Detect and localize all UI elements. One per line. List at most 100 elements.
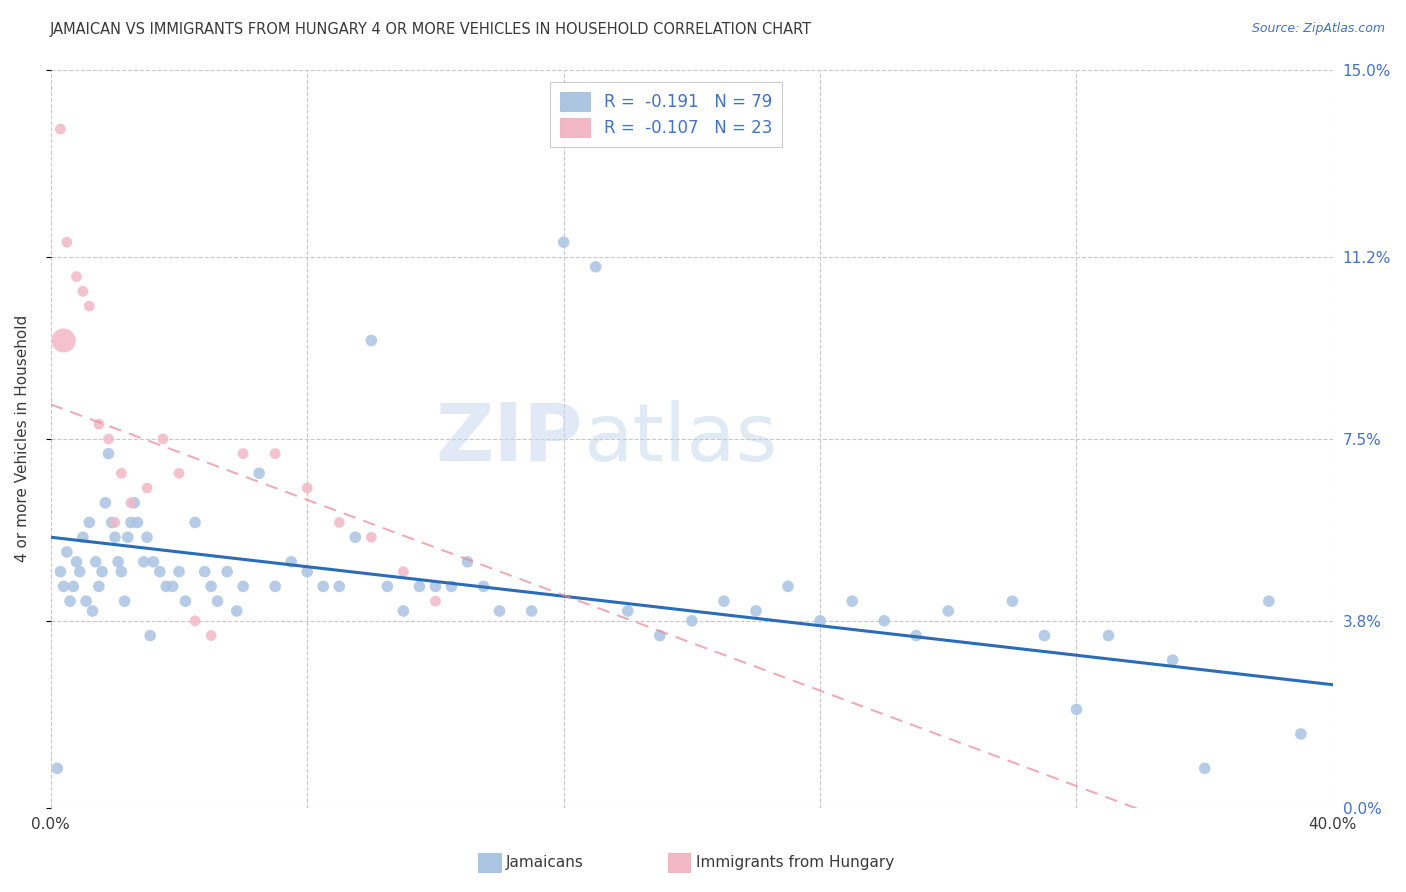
- Point: [1289, 727, 1312, 741]
- Point: [297, 481, 319, 495]
- Point: [62, 579, 84, 593]
- Point: [873, 614, 896, 628]
- Point: [56, 235, 79, 249]
- Point: [1066, 702, 1088, 716]
- Point: [110, 565, 132, 579]
- Point: [392, 565, 415, 579]
- Point: [79, 516, 101, 530]
- Point: [94, 496, 117, 510]
- Point: [82, 604, 104, 618]
- Text: Jamaicans: Jamaicans: [506, 855, 583, 870]
- Point: [136, 481, 159, 495]
- Point: [457, 555, 479, 569]
- Point: [776, 579, 799, 593]
- Text: Source: ZipAtlas.com: Source: ZipAtlas.com: [1251, 22, 1385, 36]
- Point: [1194, 761, 1216, 775]
- Point: [97, 432, 120, 446]
- Bar: [478, 853, 501, 872]
- Point: [745, 604, 768, 618]
- Point: [425, 594, 447, 608]
- Point: [97, 447, 120, 461]
- Text: ZIP: ZIP: [436, 400, 583, 478]
- Bar: [668, 853, 690, 872]
- Point: [360, 530, 382, 544]
- Text: atlas: atlas: [583, 400, 778, 478]
- Point: [207, 594, 229, 608]
- Point: [174, 594, 197, 608]
- Point: [225, 604, 247, 618]
- Point: [120, 496, 142, 510]
- Point: [72, 530, 94, 544]
- Point: [232, 579, 254, 593]
- Point: [155, 579, 177, 593]
- Text: Immigrants from Hungary: Immigrants from Hungary: [696, 855, 894, 870]
- Point: [56, 545, 79, 559]
- Point: [1257, 594, 1279, 608]
- Point: [142, 555, 165, 569]
- Point: [408, 579, 430, 593]
- Point: [936, 604, 959, 618]
- Point: [136, 530, 159, 544]
- Legend: R =  -0.191   N = 79, R =  -0.107   N = 23: R = -0.191 N = 79, R = -0.107 N = 23: [550, 82, 782, 147]
- Point: [110, 467, 132, 481]
- Point: [713, 594, 735, 608]
- Point: [65, 269, 87, 284]
- Point: [360, 334, 382, 348]
- Point: [49, 122, 72, 136]
- Point: [184, 614, 207, 628]
- Point: [52, 579, 75, 593]
- Point: [72, 285, 94, 299]
- Point: [328, 579, 350, 593]
- Point: [297, 565, 319, 579]
- Point: [280, 555, 302, 569]
- Point: [91, 565, 114, 579]
- Point: [194, 565, 217, 579]
- Point: [107, 555, 129, 569]
- Point: [104, 530, 127, 544]
- Point: [100, 516, 122, 530]
- Point: [52, 334, 75, 348]
- Point: [1033, 629, 1056, 643]
- Point: [585, 260, 607, 274]
- Point: [247, 467, 270, 481]
- Point: [149, 565, 172, 579]
- Point: [520, 604, 543, 618]
- Y-axis label: 4 or more Vehicles in Household: 4 or more Vehicles in Household: [15, 315, 30, 563]
- Point: [648, 629, 671, 643]
- Point: [132, 555, 155, 569]
- Point: [167, 467, 190, 481]
- Point: [69, 565, 91, 579]
- Point: [440, 579, 463, 593]
- Point: [120, 516, 142, 530]
- Point: [681, 614, 703, 628]
- Point: [84, 555, 107, 569]
- Point: [59, 594, 82, 608]
- Point: [167, 565, 190, 579]
- Point: [328, 516, 350, 530]
- Point: [808, 614, 831, 628]
- Point: [905, 629, 928, 643]
- Point: [472, 579, 495, 593]
- Point: [1097, 629, 1119, 643]
- Point: [139, 629, 162, 643]
- Point: [217, 565, 239, 579]
- Point: [75, 594, 97, 608]
- Point: [425, 579, 447, 593]
- Point: [264, 579, 287, 593]
- Text: JAMAICAN VS IMMIGRANTS FROM HUNGARY 4 OR MORE VEHICLES IN HOUSEHOLD CORRELATION : JAMAICAN VS IMMIGRANTS FROM HUNGARY 4 OR…: [49, 22, 811, 37]
- Point: [114, 594, 136, 608]
- Point: [87, 579, 110, 593]
- Point: [127, 516, 149, 530]
- Point: [377, 579, 399, 593]
- Point: [104, 516, 127, 530]
- Point: [200, 629, 222, 643]
- Point: [344, 530, 367, 544]
- Point: [46, 761, 69, 775]
- Point: [117, 530, 139, 544]
- Point: [79, 299, 101, 313]
- Point: [1161, 653, 1184, 667]
- Point: [264, 447, 287, 461]
- Point: [184, 516, 207, 530]
- Point: [200, 579, 222, 593]
- Point: [553, 235, 575, 249]
